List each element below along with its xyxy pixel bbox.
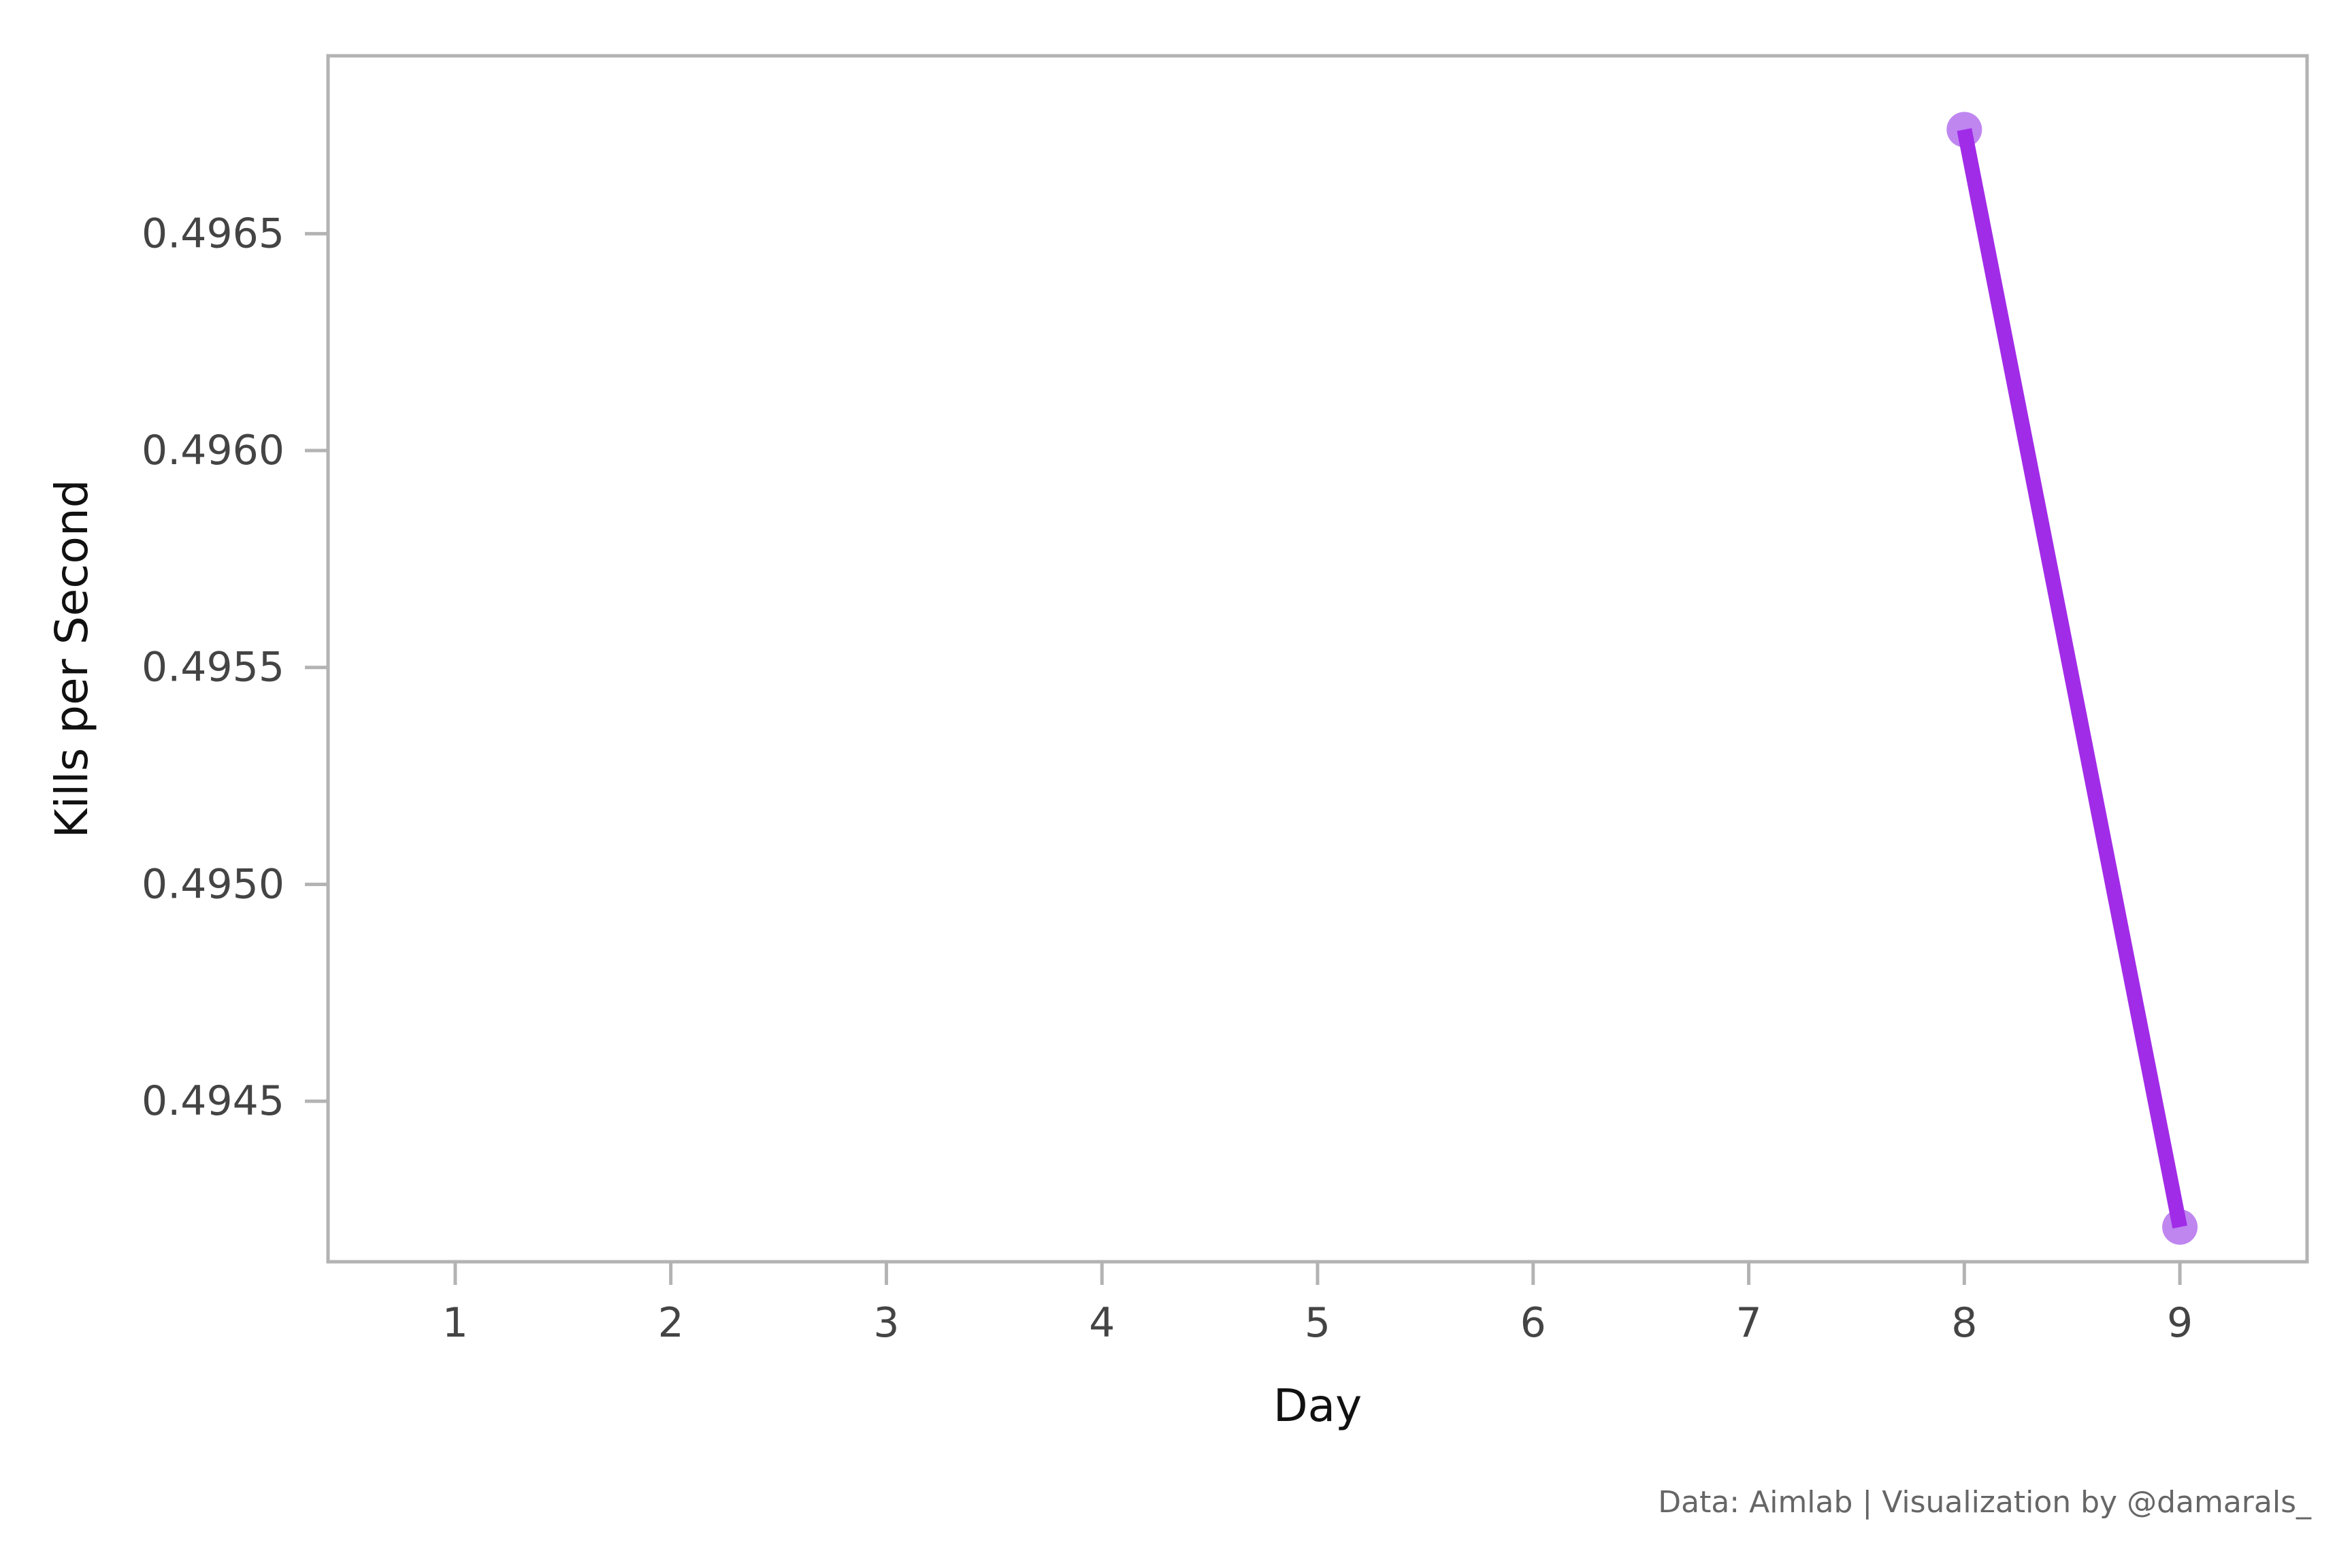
series-layer	[1946, 112, 2198, 1245]
x-tick-label: 5	[1305, 1299, 1330, 1347]
x-tick-label: 7	[1735, 1299, 1761, 1347]
x-tick-label: 1	[442, 1299, 468, 1347]
x-tick-label: 3	[873, 1299, 899, 1347]
x-tick-label: 4	[1089, 1299, 1115, 1347]
x-tick-label: 8	[1951, 1299, 1977, 1347]
series-line	[1957, 128, 2187, 1229]
x-axis-label: Day	[1273, 1379, 1362, 1432]
y-tick-label: 0.4965	[142, 210, 284, 257]
y-axis-label: Kills per Second	[46, 479, 98, 838]
plot-frame	[326, 54, 2309, 1264]
x-tick-label: 2	[658, 1299, 684, 1347]
y-tick-label: 0.4950	[142, 860, 284, 908]
y-tick-label: 0.4960	[142, 427, 284, 474]
y-axis: 0.4945 0.4950 0.4955 0.4960 0.4965	[142, 210, 328, 1125]
x-tick-label: 9	[2167, 1299, 2193, 1347]
y-tick-label: 0.4955	[142, 644, 284, 691]
credit-annotation: Data: Aimlab | Visualization by @damaral…	[1658, 1485, 2312, 1520]
x-axis: 1 2 3 4 5 6 7 8 9	[442, 1262, 2193, 1347]
x-tick-label: 6	[1520, 1299, 1546, 1347]
y-tick-label: 0.4945	[142, 1077, 284, 1125]
